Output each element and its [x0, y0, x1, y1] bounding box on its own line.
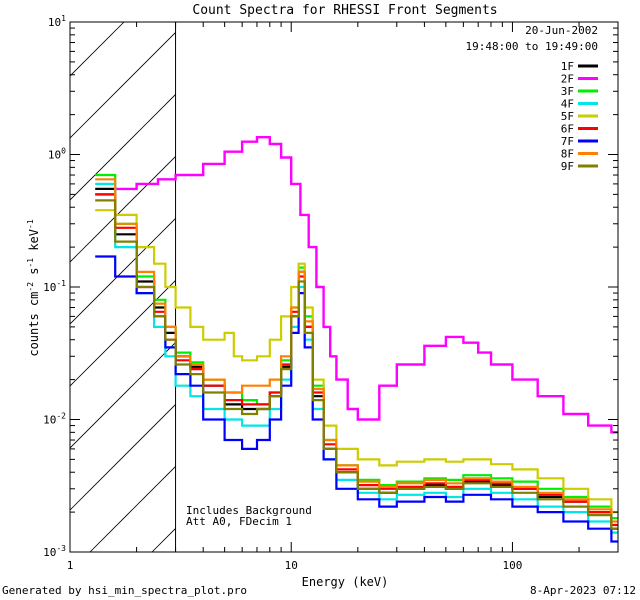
hatch-line	[70, 341, 176, 449]
hatch-line	[462, 0, 640, 552]
footer-generated-by: Generated by hsi_min_spectra_plot.pro	[2, 584, 247, 597]
x-tick-label: 1	[67, 559, 74, 572]
y-tick-exponent: -1	[56, 279, 66, 288]
series-line-6F	[95, 193, 618, 527]
y-tick-label: 101	[48, 14, 66, 29]
y-tick-label: 10-2	[43, 412, 66, 427]
hatch-line	[276, 0, 640, 552]
annotation-line-1: Includes Background	[186, 504, 312, 517]
x-tick-label: 100	[503, 559, 523, 572]
hatch-line	[70, 93, 176, 201]
hatch-line	[338, 0, 640, 552]
hatch-line	[89, 465, 176, 552]
hatch-line	[70, 403, 176, 511]
hatch-line	[70, 217, 176, 325]
hatch-line	[70, 155, 176, 263]
hatch-line	[214, 0, 640, 552]
x-axis-label: Energy (keV)	[302, 575, 389, 589]
series-line-2F	[95, 136, 618, 434]
legend-label-8F: 8F	[561, 148, 574, 161]
legend-label-4F: 4F	[561, 98, 574, 111]
legend-time-range: 19:48:00 to 19:49:00	[466, 40, 598, 53]
footer-timestamp: 8-Apr-2023 07:12	[530, 584, 636, 597]
hatch-line	[586, 0, 640, 552]
legend-label-6F: 6F	[561, 123, 574, 136]
y-tick-base: 10	[43, 281, 56, 294]
series-line-9F	[95, 199, 618, 530]
y-label-counts: counts cm	[27, 292, 41, 357]
y-label-exp1: -2	[26, 282, 35, 292]
hatch-line	[70, 31, 176, 139]
series-line-7F	[95, 255, 618, 543]
hatch-line	[70, 22, 125, 77]
legend-label-3F: 3F	[561, 85, 574, 98]
legend-label-9F: 9F	[561, 160, 574, 173]
hatch-line	[70, 279, 176, 387]
y-label-exp3: -1	[26, 219, 35, 229]
series-line-3F	[95, 173, 618, 520]
legend-label-7F: 7F	[561, 135, 574, 148]
hatch-line	[524, 0, 640, 552]
series-layer	[95, 136, 618, 543]
y-tick-exponent: 0	[61, 147, 66, 156]
x-tick-label: 10	[285, 559, 298, 572]
series-line-5F	[95, 209, 618, 514]
annotation-line-2: Att A0, FDecim 1	[186, 515, 292, 528]
attenuator-hatch-region	[0, 0, 640, 552]
y-tick-label: 10-1	[43, 279, 66, 294]
series-line-4F	[95, 182, 618, 534]
y-tick-base: 10	[43, 414, 56, 427]
y-axis-label: counts cm-2 s-1 keV-1	[26, 219, 41, 356]
legend-label-2F: 2F	[561, 73, 574, 86]
chart-title: Count Spectra for RHESSI Front Segments	[192, 3, 497, 18]
hatch-lines	[0, 0, 640, 552]
legend-label-5F: 5F	[561, 110, 574, 123]
y-tick-exponent: -3	[56, 544, 66, 553]
y-tick-label: 10-3	[43, 544, 66, 559]
y-tick-base: 10	[43, 546, 56, 559]
y-tick-base: 10	[48, 149, 61, 162]
y-tick-base: 10	[48, 16, 61, 29]
background-annotation: Includes Background Att A0, FDecim 1	[186, 504, 312, 528]
y-label-kev: keV	[27, 229, 41, 258]
y-tick-exponent: 1	[61, 14, 66, 23]
y-tick-exponent: -2	[56, 412, 66, 421]
legend-label-1F: 1F	[561, 60, 574, 73]
legend-date: 20-Jun-2002	[525, 24, 598, 37]
y-label-exp2: -1	[26, 258, 35, 268]
hatch-line	[0, 0, 132, 552]
legend: 20-Jun-2002 19:48:00 to 19:49:00 1F2F3F4…	[466, 24, 598, 173]
y-tick-label: 100	[48, 147, 66, 162]
y-label-s: s	[27, 268, 41, 282]
